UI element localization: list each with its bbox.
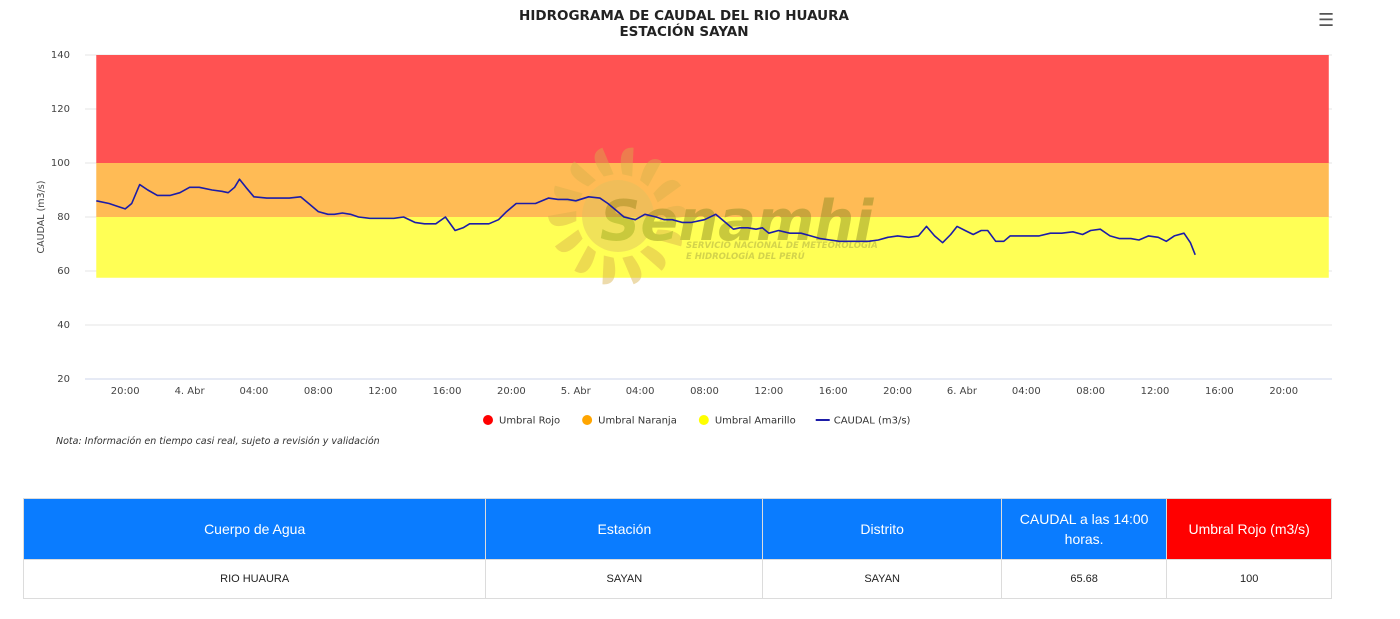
table-row: RIO HUAURA SAYAN SAYAN 65.68 100: [22, 559, 1332, 599]
sun-ray-shape: [548, 210, 577, 227]
sun-ray-shape: [602, 255, 616, 285]
table-cell-caudal: 65.68: [1000, 559, 1168, 599]
x-tick-label: 12:00: [754, 386, 783, 397]
x-tick-label: 16:00: [819, 386, 848, 397]
table-header-distrito: Distrito: [762, 498, 1002, 560]
y-tick-label: 140: [51, 50, 70, 61]
sun-ray-shape: [574, 245, 596, 273]
watermark-brand: Senamhi: [600, 189, 874, 254]
chart-title: HIDROGRAMA DE CAUDAL DEL RIO HUAURA ESTA…: [0, 8, 1368, 40]
chart-title-line2: ESTACIÓN SAYAN: [619, 24, 749, 40]
sun-ray-shape: [554, 185, 583, 203]
x-tick-label: 12:00: [1141, 386, 1170, 397]
y-axis-label: CAUDAL (m3/s): [36, 181, 47, 254]
hamburger-menu-icon[interactable]: ☰: [1318, 10, 1335, 31]
station-table: Cuerpo de Agua Estación Distrito CAUDAL …: [22, 498, 1332, 599]
band-umbral-rojo: [96, 55, 1329, 163]
x-tick-label: 04:00: [240, 386, 269, 397]
x-tick-label: 04:00: [1012, 386, 1041, 397]
y-tick-label: 120: [51, 104, 70, 115]
y-tick-label: 20: [57, 374, 70, 385]
sun-ray-shape: [640, 159, 662, 187]
y-tick-label: 40: [57, 320, 70, 331]
table-cell-cuerpo: RIO HUAURA: [22, 559, 487, 599]
x-tick-label: 4. Abr: [175, 386, 206, 397]
x-tick-label: 20:00: [497, 386, 526, 397]
x-tick-label: 20:00: [883, 386, 912, 397]
table-header-umbral-rojo: Umbral Rojo (m3/s): [1166, 498, 1332, 560]
series-line-caudal: [96, 178, 1196, 256]
x-tick-label: 20:00: [111, 386, 140, 397]
x-tick-label: 08:00: [304, 386, 333, 397]
sun-ray-shape: [620, 147, 634, 177]
y-tick-label: 60: [57, 266, 70, 277]
x-tick-label: 16:00: [1205, 386, 1234, 397]
x-tick-label: 16:00: [433, 386, 462, 397]
x-tick-label: 5. Abr: [561, 386, 592, 397]
y-tick-label: 100: [51, 158, 70, 169]
note-text: Nota: Información en tiempo casi real, s…: [56, 436, 380, 447]
sun-ray-shape: [653, 229, 682, 247]
table-header-estacion: Estación: [485, 498, 764, 560]
x-tick-label: 20:00: [1269, 386, 1298, 397]
sun-ray-shape: [622, 255, 642, 285]
watermark-line-1: SERVICIO NACIONAL DE METEOROLOGÍA: [686, 239, 878, 251]
table-header-cuerpo: Cuerpo de Agua: [22, 498, 487, 560]
table-cell-distrito: SAYAN: [762, 559, 1002, 599]
sun-ray-shape: [653, 179, 682, 203]
sun-ray-shape: [594, 147, 614, 177]
legend-symbol: [483, 415, 493, 425]
legend-symbol: [698, 415, 709, 425]
watermark-line-2: E HIDROLOGÍA DEL PERÚ: [686, 250, 805, 262]
sun-ray-shape: [570, 161, 596, 187]
sun-ray-shape: [659, 205, 688, 222]
band-umbral-amarillo: [96, 217, 1329, 278]
sun-ray-shape: [554, 229, 583, 253]
x-tick-label: 08:00: [1076, 386, 1105, 397]
table-header-row: Cuerpo de Agua Estación Distrito CAUDAL …: [22, 498, 1332, 560]
x-tick-label: 04:00: [626, 386, 655, 397]
table-cell-estacion: SAYAN: [485, 559, 764, 599]
sun-ray-shape: [640, 245, 666, 271]
x-tick-label: 08:00: [690, 386, 719, 397]
legend-item-label: Umbral Naranja: [598, 416, 677, 427]
legend-item-label: Umbral Amarillo: [715, 416, 796, 427]
legend-item-label: CAUDAL (m3/s): [834, 416, 911, 427]
legend-symbol: [582, 415, 593, 425]
legend-item-label: Umbral Rojo: [499, 416, 560, 427]
chart-title-line1: HIDROGRAMA DE CAUDAL DEL RIO HUAURA: [519, 8, 849, 24]
y-tick-label: 80: [57, 212, 70, 223]
band-umbral-naranja: [96, 163, 1329, 217]
table-header-caudal: CAUDAL a las 14:00 horas.: [1000, 498, 1168, 560]
x-tick-label: 12:00: [368, 386, 397, 397]
table-cell-umbral-rojo: 100: [1166, 559, 1332, 599]
x-tick-label: 6. Abr: [947, 386, 978, 397]
